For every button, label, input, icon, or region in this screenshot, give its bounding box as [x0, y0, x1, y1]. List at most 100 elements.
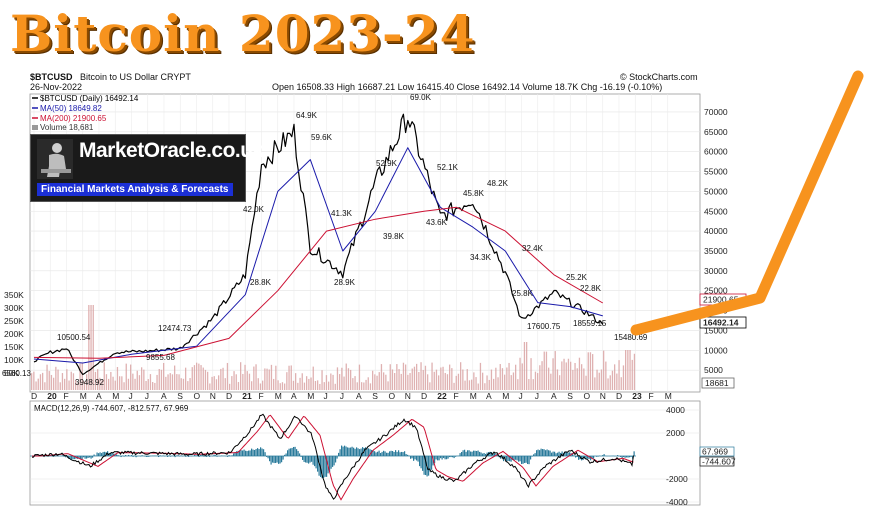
macd-hist-bar	[492, 453, 494, 456]
macd-hist-bar	[557, 452, 559, 456]
volume-bar	[48, 371, 50, 390]
volume-bar	[352, 378, 354, 390]
macd-hist-bar	[483, 452, 485, 456]
macd-hist-bar	[90, 456, 92, 459]
macd-hist-bar	[474, 450, 476, 456]
volume-bar	[486, 375, 488, 390]
volume-bar	[134, 378, 136, 390]
volume-bar	[572, 369, 574, 390]
volume-bar	[145, 381, 147, 390]
volume-bar	[213, 376, 215, 390]
volume-bar	[103, 362, 105, 390]
price-annotation: 69.0K	[410, 93, 432, 102]
volume-bar	[310, 377, 312, 390]
y-tick-label: 5000	[704, 365, 723, 375]
volume-bar	[521, 363, 523, 390]
volume-bar	[391, 369, 394, 390]
volume-bar	[517, 379, 519, 390]
volume-bar	[143, 369, 145, 390]
price-annotation: 25.2K	[566, 273, 588, 282]
x-tick-label: J	[129, 391, 133, 401]
volume-bar	[270, 364, 273, 390]
volume-bar	[512, 372, 515, 390]
macd-hist-bar	[324, 456, 326, 477]
volume-tick-label: 50K	[4, 368, 19, 378]
volume-bar	[79, 363, 81, 390]
logo-tagline: Financial Markets Analysis & Forecasts	[37, 183, 233, 196]
macd-hist-bar	[590, 456, 592, 461]
volume-bar	[367, 377, 369, 390]
volume-bar	[259, 383, 262, 390]
y-tick-label: 30000	[704, 266, 728, 276]
volume-bar	[86, 374, 88, 390]
price-annotation: 18559.15	[573, 319, 607, 328]
volume-bar	[554, 351, 556, 390]
volume-bar	[284, 383, 286, 390]
price-annotations: 10500.54 3948.92 6560.13 12474.73 9855.68 42.…	[2, 93, 648, 387]
volume-bar	[68, 380, 70, 390]
macd-hist-bar	[617, 455, 619, 456]
volume-bar	[46, 364, 48, 390]
volume-bar	[288, 365, 290, 390]
volume-bar	[308, 378, 310, 390]
volume-bar	[372, 370, 374, 390]
y-tick-label: 55000	[704, 167, 728, 177]
x-tick-label: 23	[632, 391, 642, 401]
macd-hist-bar	[71, 456, 73, 460]
volume-bar	[156, 374, 158, 390]
volume-bar	[299, 377, 301, 390]
macd-hist-bar	[281, 456, 283, 463]
macd-hist-bar	[522, 456, 524, 464]
volume-bar	[350, 369, 352, 390]
volume-bar	[633, 353, 636, 390]
volume-bar	[585, 375, 587, 390]
macd-hist-bar	[464, 449, 466, 456]
x-tick-label: A	[551, 391, 557, 401]
macd-hist-bar	[552, 451, 554, 456]
macd-hist-bar	[359, 449, 361, 456]
macd-hist-bar	[162, 455, 164, 456]
volume-bar	[394, 373, 396, 390]
macd-hist-bar	[441, 456, 443, 460]
x-tick-label: J	[340, 391, 344, 401]
macd-hist-bar	[147, 456, 149, 457]
volume-bar	[211, 376, 213, 390]
volume-bar	[523, 342, 526, 390]
volume-bar	[303, 382, 306, 390]
macd-hist-bar	[398, 450, 400, 456]
price-annotation: 22.8K	[580, 284, 602, 293]
volume-bar	[455, 375, 457, 390]
macd-hist-bar	[299, 453, 301, 456]
volume-bar	[237, 382, 240, 390]
volume-bar	[374, 374, 376, 390]
volume-bar	[464, 380, 466, 390]
volume-bar	[449, 364, 451, 390]
macd-hist-bar	[411, 456, 413, 459]
macd-hist-bar	[101, 453, 103, 456]
macd-hist-bar	[587, 456, 589, 459]
volume-bar	[482, 372, 484, 390]
macd-hist-bar	[509, 456, 511, 462]
x-tick-label: J	[145, 391, 149, 401]
macd-hist-bar	[278, 456, 280, 464]
macd-hist-bar	[512, 456, 514, 461]
price-annotation: 64.9K	[296, 111, 318, 120]
macd-hist-bar	[401, 451, 403, 456]
volume-bar	[149, 374, 152, 390]
volume-bar	[589, 352, 592, 390]
volume-tick-label: 350K	[4, 290, 24, 300]
macd-hist-bar	[261, 448, 263, 456]
x-tick-label: N	[210, 391, 216, 401]
macd-hist-bar	[449, 456, 451, 458]
macd-hist-bar	[326, 456, 328, 477]
volume-bar	[92, 305, 94, 390]
volume-badge: 18681	[701, 377, 735, 389]
macd-hist-bar	[270, 456, 272, 465]
volume-bar	[600, 369, 603, 390]
macd-hist-bar	[323, 456, 325, 478]
series-line	[33, 206, 604, 359]
source-credit: © StockCharts.com	[620, 72, 698, 82]
volume-bar	[64, 378, 66, 390]
volume-bar	[504, 374, 506, 390]
volume-bar	[53, 377, 55, 390]
